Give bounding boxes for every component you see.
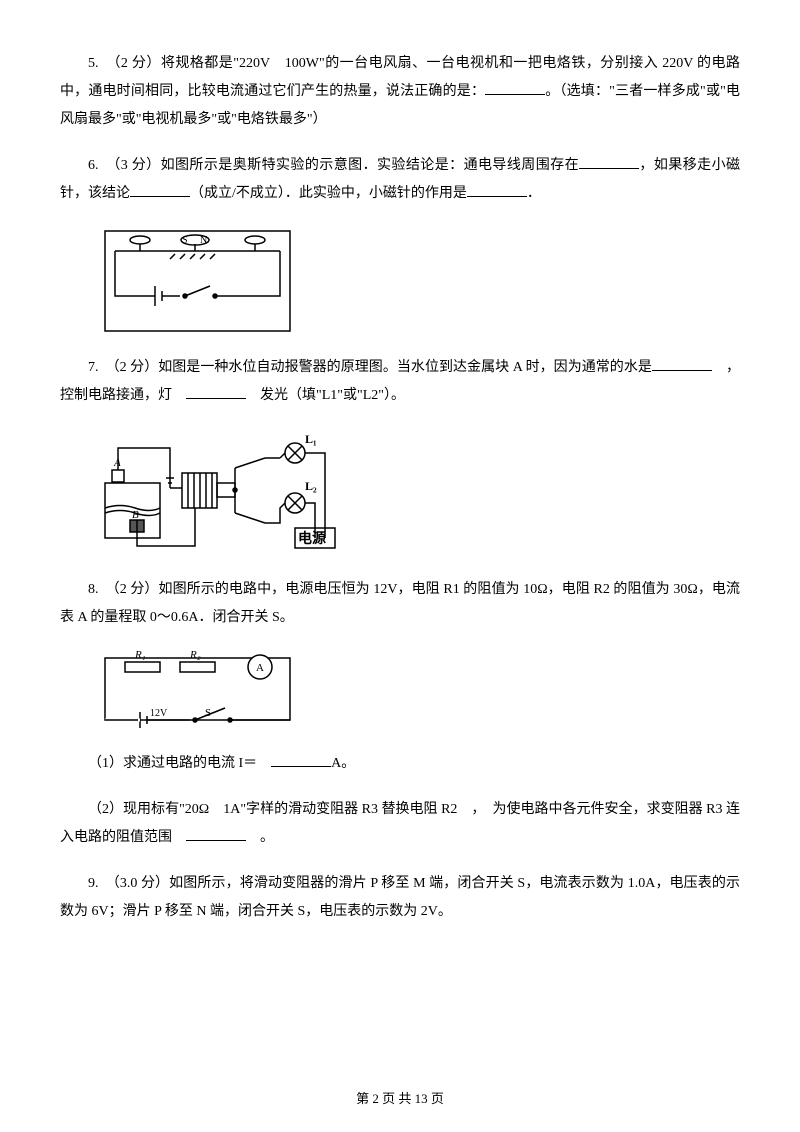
q8-r2-label: R₂ (189, 650, 201, 661)
q7-blank-1[interactable] (652, 357, 712, 371)
q7-label-source: 电源 (298, 530, 326, 547)
q8-sub2-a: （2）现用标有"20Ω 1A"字样的滑动变阻器 R3 替换电阻 R2 ， 为使电… (60, 802, 740, 845)
q8-text-a: 8. （2 分）如图所示的电路中，电源电压恒为 12V，电阻 R1 的阻值为 1… (60, 582, 740, 625)
question-8-sub1: （1）求通过电路的电流 I＝ A。 (60, 750, 740, 778)
question-8-sub2: （2）现用标有"20Ω 1A"字样的滑动变阻器 R3 替换电阻 R2 ， 为使电… (60, 796, 740, 852)
q8-v-label: 12V (150, 708, 168, 719)
question-6: 6. （3 分）如图所示是奥斯特实验的示意图．实验结论是：通电导线周围存在，如果… (60, 152, 740, 208)
q6-blank-1[interactable] (579, 155, 639, 169)
q6-blank-2[interactable] (130, 183, 190, 197)
q7-figure: A B L₁ L₂ 电源 (100, 428, 740, 558)
q8-figure: R₁ R₂ A 12V S (100, 650, 740, 732)
q8-sub2-b: 。 (246, 830, 274, 845)
q7-text-c: 发光（填"L1"或"L2"）。 (246, 388, 405, 403)
q8-sub1-b: A。 (331, 756, 355, 771)
q7-text-a: 7. （2 分）如图是一种水位自动报警器的原理图。当水位到达金属块 A 时，因为… (88, 360, 652, 375)
q8-sub1-blank[interactable] (271, 753, 331, 767)
q7-label-a: A (113, 457, 121, 469)
footer-text: 第 2 页 共 13 页 (356, 1091, 444, 1106)
q6-text-a: 6. （3 分）如图所示是奥斯特实验的示意图．实验结论是：通电导线周围存在 (88, 158, 579, 173)
question-7: 7. （2 分）如图是一种水位自动报警器的原理图。当水位到达金属块 A 时，因为… (60, 354, 740, 410)
q7-blank-2[interactable] (186, 385, 246, 399)
q6-text-d: ． (527, 186, 541, 201)
q8-sub2-blank[interactable] (186, 827, 246, 841)
page-footer: 第 2 页 共 13 页 (0, 1086, 800, 1112)
question-5: 5. （2 分）将规格都是"220V 100W"的一台电风扇、一台电视机和一把电… (60, 50, 740, 134)
question-8: 8. （2 分）如图所示的电路中，电源电压恒为 12V，电阻 R1 的阻值为 1… (60, 576, 740, 632)
q6-text-c: （成立/不成立）．此实验中，小磁针的作用是 (190, 186, 467, 201)
q6-blank-3[interactable] (467, 183, 527, 197)
compass-s-label: S (182, 235, 188, 246)
q7-label-b: B (132, 509, 139, 521)
q9-text-a: 9. （3.0 分）如图所示，将滑动变阻器的滑片 P 移至 M 端，闭合开关 S… (60, 876, 740, 919)
q8-r1-label: R₁ (134, 650, 146, 661)
q7-label-l2: L₂ (305, 479, 317, 493)
q6-figure: S N (100, 226, 740, 336)
q8-s-label: S (205, 707, 211, 719)
q8-a-label: A (256, 662, 264, 674)
question-9: 9. （3.0 分）如图所示，将滑动变阻器的滑片 P 移至 M 端，闭合开关 S… (60, 870, 740, 926)
q7-label-l1: L₁ (305, 432, 317, 446)
q8-sub1-a: （1）求通过电路的电流 I＝ (88, 756, 271, 771)
compass-n-label: N (200, 235, 207, 246)
q5-blank[interactable] (485, 81, 545, 95)
